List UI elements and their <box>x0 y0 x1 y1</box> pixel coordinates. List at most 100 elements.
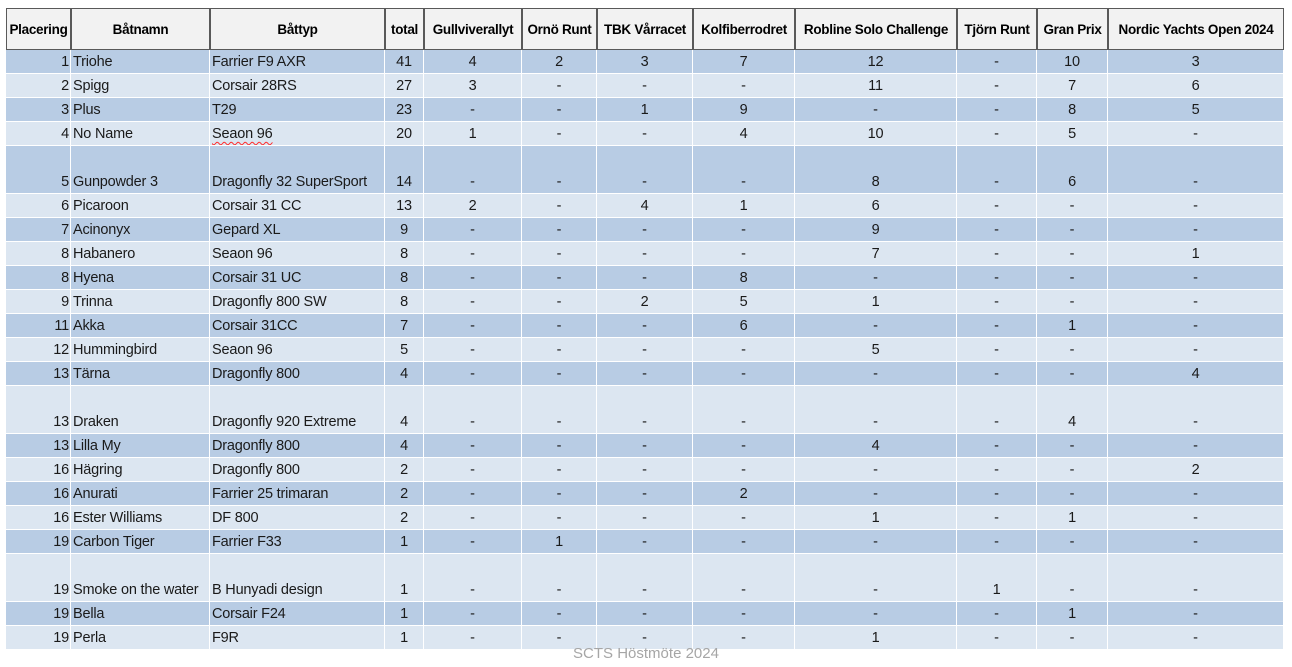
cell-robline-solo-challenge: 5 <box>795 338 957 362</box>
cell-value: 2 <box>400 510 408 526</box>
cell-value: 5 <box>739 294 748 310</box>
cell-placering: 12 <box>6 338 71 362</box>
cell-b-tnamn: Hummingbird <box>71 338 210 362</box>
cell-value: - <box>556 486 562 502</box>
cell-value: B Hunyadi design <box>212 582 323 598</box>
cell-b-ttyp: Seaon 96 <box>210 338 385 362</box>
cell-total: 8 <box>385 290 424 314</box>
cell-value: 2 <box>739 486 748 502</box>
cell-value: DF 800 <box>212 510 259 526</box>
cell-b-ttyp: Dragonfly 800 <box>210 434 385 458</box>
cell-robline-solo-challenge: 1 <box>795 506 957 530</box>
cell-orn-runt: - <box>522 458 597 482</box>
table-header: Placering Båtnamn Båttyp total Gullviverally… <box>6 8 1284 50</box>
cell-value: - <box>1193 126 1198 142</box>
cell-gullviverallyt: - <box>424 386 522 434</box>
cell-kolfiberrodret: - <box>693 362 795 386</box>
cell-value: - <box>556 582 562 598</box>
cell-total: 1 <box>385 602 424 626</box>
cell-value: 1 <box>61 54 69 70</box>
cell-nordic-yachts-open-2024: - <box>1108 122 1284 146</box>
header-row: Placering Båtnamn Båttyp total Gullviverally… <box>6 8 1284 50</box>
cell-robline-solo-challenge: 7 <box>795 242 957 266</box>
cell-kolfiberrodret: - <box>693 602 795 626</box>
cell-value: F9R <box>212 630 239 646</box>
cell-orn-runt: - <box>522 386 597 434</box>
cell-total: 7 <box>385 314 424 338</box>
table-row: 4 No Name Seaon 96 20 1- -4 10-5- <box>6 122 1284 146</box>
cell-placering: 4 <box>6 122 71 146</box>
cell-value: 6 <box>871 198 880 214</box>
cell-placering: 13 <box>6 434 71 458</box>
cell-value: Bella <box>73 606 105 622</box>
cell-placering: 7 <box>6 218 71 242</box>
cell-value: - <box>556 366 562 382</box>
cell-value: 8 <box>1068 102 1076 118</box>
cell-value: 11 <box>868 78 883 94</box>
column-header-b-tnamn: Båtnamn <box>71 8 210 50</box>
cell-value: Trinna <box>73 294 113 310</box>
cell-kolfiberrodret: - <box>693 242 795 266</box>
cell-value: - <box>642 342 647 358</box>
cell-value: - <box>741 534 746 550</box>
cell-value: 2 <box>400 462 408 478</box>
cell-orn-runt: - <box>522 290 597 314</box>
cell-value: - <box>873 486 878 502</box>
cell-tj-rn-runt: - <box>957 338 1037 362</box>
table-row: 3 Plus T29 23 - - 1 9 - - 8 5 <box>6 98 1284 122</box>
table-row: 13 Lilla My Dragonfly 800 4 - - - - 4 - - - <box>6 434 1284 458</box>
cell-value: 8 <box>400 294 408 310</box>
table-row: 1 Triohe Farrier F9 AXR 41 4 2 3 7 12 - 10 3 <box>6 50 1284 74</box>
cell-gullviverallyt: - <box>424 314 522 338</box>
cell-total: 2 <box>385 458 424 482</box>
cell-nordic-yachts-open-2024: - <box>1108 626 1284 650</box>
cell-value: 2 <box>640 294 649 310</box>
cell-gullviverallyt: - <box>424 554 522 602</box>
cell-total: 5 <box>385 338 424 362</box>
cell-value: - <box>556 102 562 118</box>
table-row: 2 Spigg Corsair 28RS 27 3 - - - 11 - 7 6 <box>6 74 1284 98</box>
cell-tbk-v-rracet: - <box>597 218 693 242</box>
table-row: 7 Acinonyx Gepard XL 9 - - - - 9 - - - <box>6 218 1284 242</box>
cell-value: - <box>642 318 647 334</box>
cell-b-tnamn: Plus <box>71 98 210 122</box>
cell-b-tnamn: Tärna <box>71 362 210 386</box>
cell-value: - <box>642 534 647 550</box>
cell-value: - <box>741 222 746 238</box>
table-row: 11 Akka Corsair 31CC 7 - - - 6 - - 1 - <box>6 314 1284 338</box>
cell-b-tnamn: Akka <box>71 314 210 338</box>
cell-value: - <box>1193 438 1198 454</box>
cell-value: - <box>1193 174 1198 190</box>
cell-gran-prix: - <box>1037 530 1108 554</box>
cell-value: 8 <box>400 246 408 262</box>
cell-tbk-v-rracet: 4 <box>597 194 693 218</box>
table-row: 8 Habanero Seaon 96 8- - - -7- -1 <box>6 242 1284 266</box>
cell-value: - <box>642 606 647 622</box>
cell-value: - <box>1069 462 1075 478</box>
cell-value: 5 <box>61 174 69 190</box>
cell-b-tnamn: Perla <box>71 626 210 650</box>
cell-total: 4 <box>385 386 424 434</box>
table-row: 12 Hummingbird Seaon 96 5 - - - - 5 - - - <box>6 338 1284 362</box>
cell-robline-solo-challenge: 11 <box>795 74 957 98</box>
cell-value: - <box>741 438 746 454</box>
cell-tbk-v-rracet: - <box>597 506 693 530</box>
cell-value: 1 <box>468 126 477 142</box>
cell-gullviverallyt: - <box>424 602 522 626</box>
cell-value: - <box>470 174 475 190</box>
cell-placering: 19 <box>6 530 71 554</box>
cell-orn-runt: - <box>522 602 597 626</box>
cell-value: - <box>470 606 475 622</box>
cell-value: - <box>741 606 746 622</box>
cell-value: - <box>470 270 475 286</box>
cell-tj-rn-runt: - <box>957 626 1037 650</box>
cell-gullviverallyt: - <box>424 266 522 290</box>
cell-b-tnamn: Smoke on the water <box>71 554 210 602</box>
cell-nordic-yachts-open-2024: - <box>1108 290 1284 314</box>
cell-value: - <box>873 102 878 118</box>
cell-placering: 19 <box>6 602 71 626</box>
cell-value: 8 <box>61 246 69 262</box>
column-header-nordic-yachts-open-2024: Nordic Yachts Open 2024 <box>1108 8 1284 50</box>
cell-value: - <box>994 270 999 286</box>
cell-value: 1 <box>992 582 1001 598</box>
